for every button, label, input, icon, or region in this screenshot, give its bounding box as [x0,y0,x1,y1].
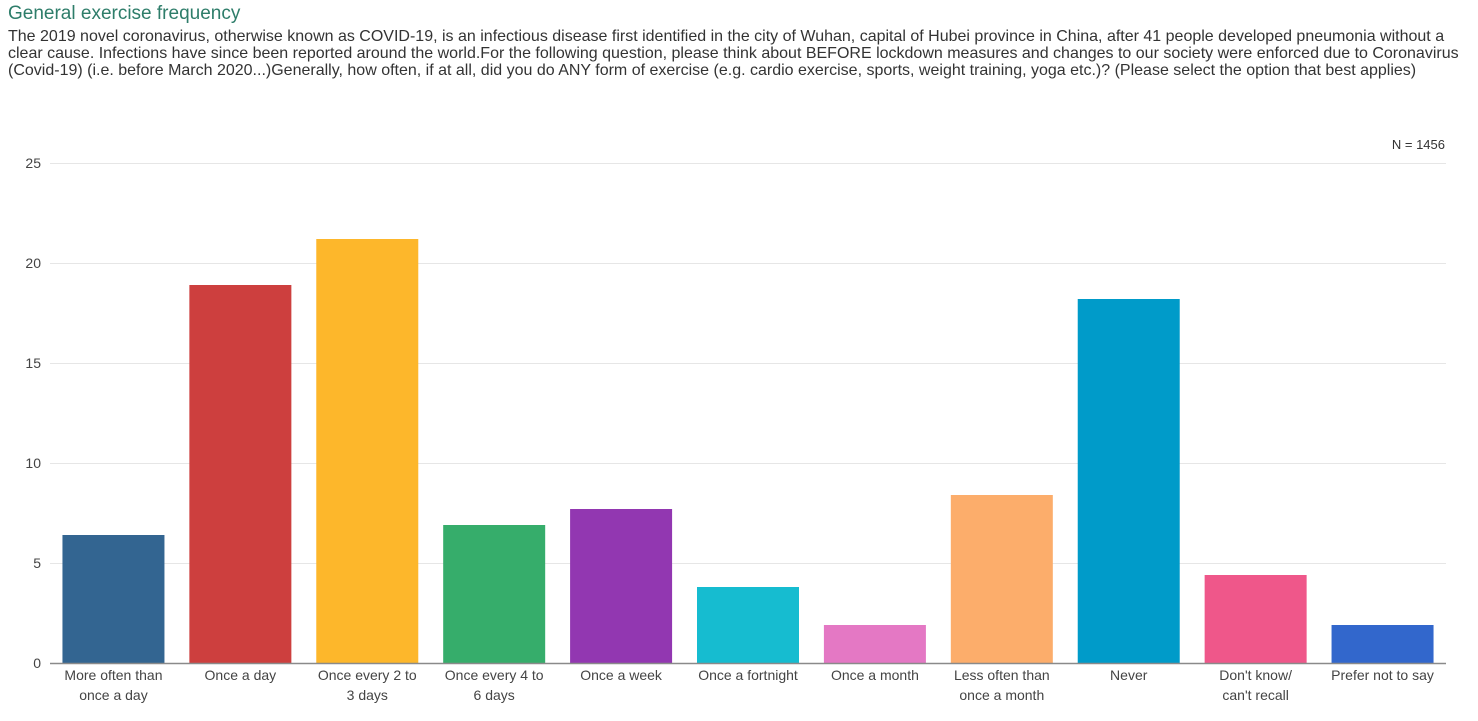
bar [1331,625,1434,663]
y-tick-label: 5 [33,555,41,571]
bar [1204,575,1307,663]
y-tick-label: 0 [33,655,41,671]
x-tick-label: Don't know/can't recall [1219,667,1292,703]
y-tick-label: 15 [25,355,41,371]
bars [62,239,1434,663]
y-tick-label: 10 [25,455,41,471]
x-tick-label: Once a fortnight [698,667,798,683]
bar [570,509,673,663]
y-tick-label: 20 [25,255,41,271]
y-tick-label: 25 [25,155,41,171]
bar [189,285,292,663]
x-tick-label: Once a day [205,667,277,683]
x-tick-label: Never [1110,667,1148,683]
x-tick-label: More often than once a day [64,667,162,703]
bar [697,587,799,663]
x-axis-ticks: More often than once a day Once a day Once … [64,667,1433,703]
x-tick-label: Once a week [580,667,663,683]
x-tick-label: Less often than once a month [954,667,1050,703]
bar [950,495,1053,663]
x-tick-label: Once every 2 to 3 days [318,667,417,703]
sample-size-label: N = 1456 [1392,137,1445,152]
x-tick-label: Once every 4 to 6 days [445,667,544,703]
x-tick-label: Once a month [831,667,919,683]
bar [823,625,926,663]
bar [1077,299,1180,663]
chart-subtitle: The 2019 novel coronavirus, otherwise kn… [8,28,1459,79]
y-axis-ticks: 0 5 10 15 20 25 [25,155,41,671]
chart-title: General exercise frequency [8,3,241,24]
bar [62,535,165,663]
bar [316,239,419,663]
bar [443,525,546,663]
x-tick-label: Prefer not to say [1331,667,1434,683]
